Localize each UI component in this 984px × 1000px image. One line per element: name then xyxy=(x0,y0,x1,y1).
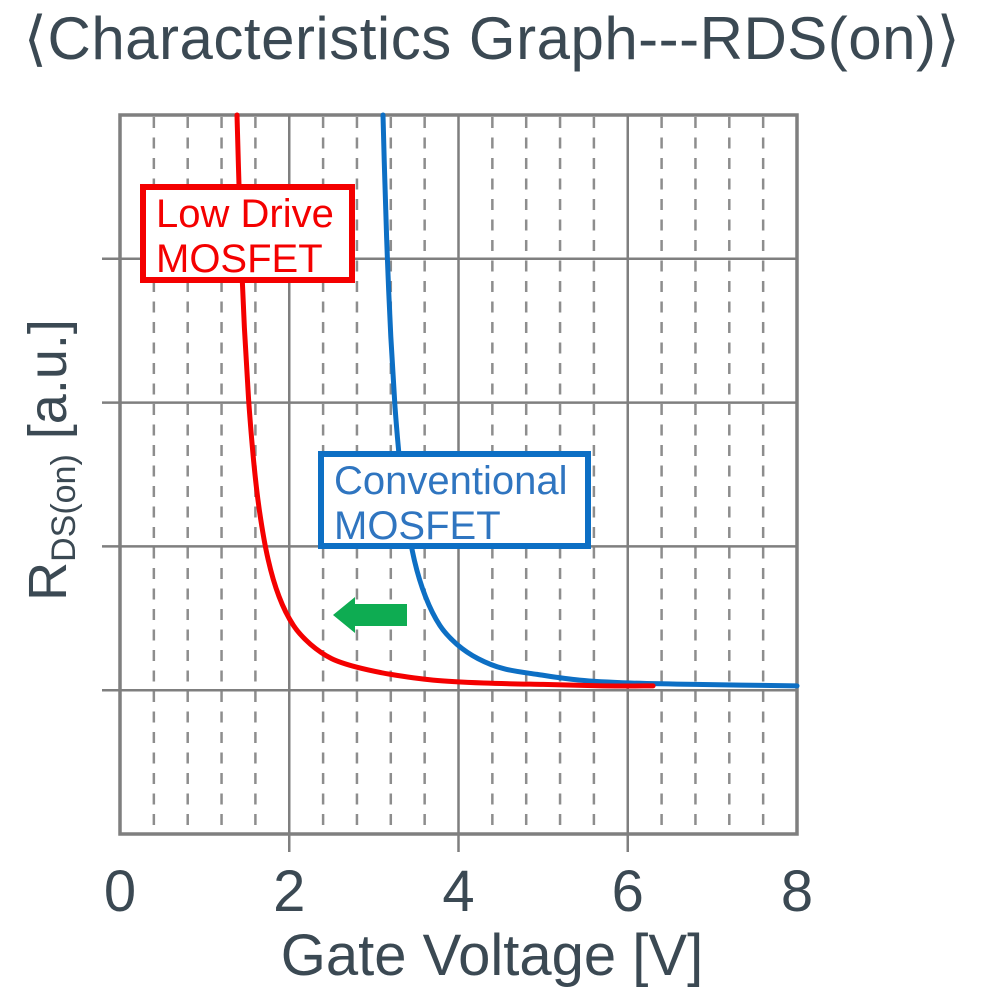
series-label-low-drive-line1: Low Drive xyxy=(156,192,334,236)
series-label-box-conventional: Conventional MOSFET xyxy=(318,451,591,549)
x-tick-label-2: 2 xyxy=(273,859,306,924)
page-title: ⟨Characteristics Graph---RDS(on)⟩ xyxy=(23,5,961,72)
series-label-conventional-line2: MOSFET xyxy=(334,504,501,548)
series-label-box-low-drive: Low Drive MOSFET xyxy=(140,184,355,283)
curve-conventional-mosfet xyxy=(380,112,800,689)
curve-low-drive-mosfet xyxy=(234,112,656,689)
y-axis-symbol: R xyxy=(18,561,78,601)
x-tick-label-6: 6 xyxy=(611,859,644,924)
y-axis-title: RDS(on) [a.u.] xyxy=(17,293,87,627)
plot-frame xyxy=(118,113,799,836)
x-tick-label-0: 0 xyxy=(103,859,137,924)
x-tick-label-8: 8 xyxy=(780,859,814,924)
series-label-low-drive-line2: MOSFET xyxy=(156,237,323,281)
series-label-conventional-line1: Conventional xyxy=(334,459,568,503)
y-axis-unit: [a.u.] xyxy=(18,319,78,455)
shift-left-arrow-icon xyxy=(333,597,407,633)
axis-ticks xyxy=(102,257,629,852)
x-axis-title: Gate Voltage [V] xyxy=(280,923,704,988)
y-axis-subscript: DS(on) xyxy=(45,454,83,562)
x-tick-label-4: 4 xyxy=(442,859,475,924)
